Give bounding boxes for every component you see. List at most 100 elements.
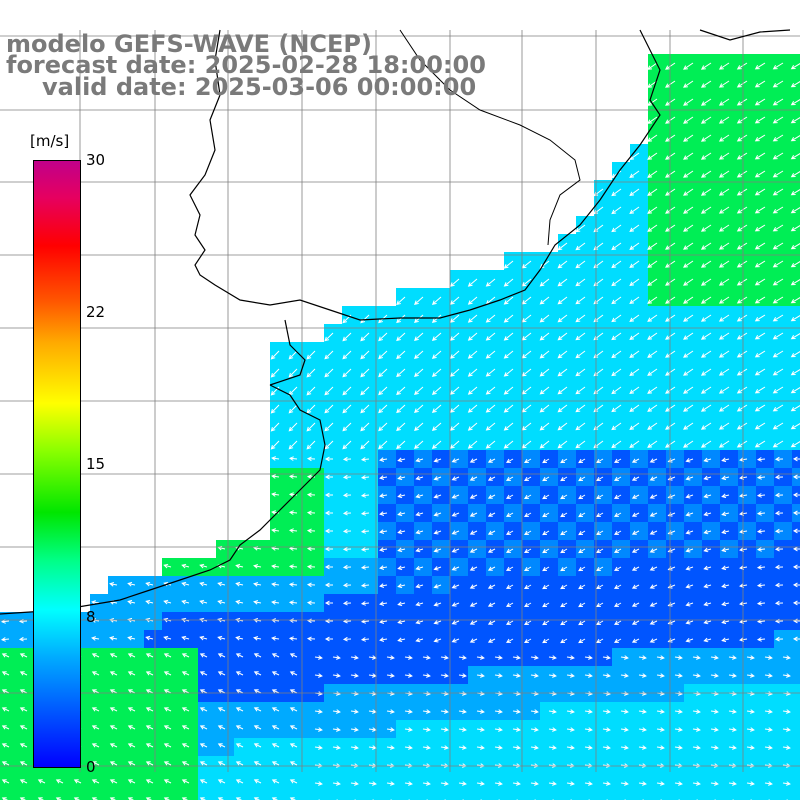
wind-speed-cell bbox=[126, 648, 145, 667]
wind-arrow bbox=[756, 547, 766, 552]
wind-speed-cell bbox=[738, 162, 757, 181]
wind-arrow bbox=[253, 636, 262, 641]
wind-speed-cell bbox=[378, 324, 397, 343]
wind-speed-cell bbox=[576, 522, 595, 541]
wind-arrow bbox=[703, 583, 712, 589]
wind-arrow bbox=[449, 278, 460, 287]
wind-speed-cell bbox=[792, 324, 800, 343]
wind-arrow bbox=[685, 565, 694, 571]
wind-arrow bbox=[595, 494, 604, 500]
wind-speed-cell bbox=[270, 738, 289, 757]
wind-arrow bbox=[629, 152, 640, 161]
wind-speed-cell bbox=[576, 540, 595, 559]
wind-arrow bbox=[611, 314, 622, 323]
wind-arrow bbox=[575, 242, 586, 251]
wind-speed-cell bbox=[576, 450, 595, 469]
wind-speed-cell bbox=[450, 306, 469, 325]
wind-speed-cell bbox=[684, 576, 703, 595]
wind-arrow bbox=[685, 547, 694, 553]
wind-arrow bbox=[163, 725, 172, 730]
wind-arrow bbox=[614, 602, 622, 607]
wind-arrow bbox=[790, 423, 800, 430]
wind-speed-cell bbox=[450, 486, 469, 505]
colorbar bbox=[33, 160, 81, 768]
wind-speed-cell bbox=[450, 324, 469, 343]
wind-speed-cell bbox=[612, 234, 631, 253]
wind-arrow bbox=[774, 582, 784, 588]
wind-arrow bbox=[685, 475, 694, 481]
wind-arrow bbox=[700, 98, 712, 106]
wind-arrow bbox=[1, 743, 10, 748]
wind-speed-cell bbox=[270, 450, 289, 469]
wind-arrow bbox=[629, 386, 640, 395]
wind-arrow bbox=[560, 458, 568, 464]
wind-speed-cell bbox=[270, 648, 289, 667]
wind-speed-cell bbox=[594, 216, 613, 235]
wind-arrow bbox=[324, 582, 333, 588]
wind-arrow bbox=[629, 242, 640, 251]
wind-speed-cell bbox=[378, 432, 397, 451]
wind-arrow bbox=[506, 584, 514, 589]
wind-arrow bbox=[683, 368, 694, 376]
wind-arrow bbox=[575, 350, 586, 359]
wind-speed-cell bbox=[414, 378, 433, 397]
wind-speed-cell bbox=[414, 342, 433, 361]
wind-arrow bbox=[342, 368, 352, 378]
wind-arrow bbox=[683, 170, 694, 178]
wind-speed-cell bbox=[540, 792, 559, 800]
wind-arrow bbox=[451, 620, 460, 625]
wind-arrow bbox=[703, 493, 712, 499]
wind-speed-cell bbox=[684, 378, 703, 397]
wind-arrow bbox=[512, 673, 521, 678]
wind-arrow bbox=[145, 725, 154, 730]
wind-speed-cell bbox=[450, 504, 469, 523]
wind-speed-cell bbox=[432, 576, 451, 595]
wind-arrow bbox=[306, 492, 316, 498]
wind-arrow bbox=[772, 368, 784, 376]
wind-speed-cell bbox=[180, 756, 199, 775]
wind-arrow bbox=[683, 332, 694, 340]
wind-arrow bbox=[721, 457, 730, 463]
wind-speed-cell bbox=[144, 756, 163, 775]
wind-speed-cell bbox=[792, 360, 800, 379]
wind-speed-cell bbox=[504, 540, 523, 559]
wind-arrow bbox=[560, 512, 568, 518]
wind-arrow bbox=[721, 637, 730, 643]
wind-arrow bbox=[790, 99, 800, 106]
wind-arrow bbox=[433, 494, 442, 499]
wind-arrow bbox=[145, 635, 154, 641]
wind-speed-cell bbox=[126, 666, 145, 685]
wind-speed-cell bbox=[666, 576, 685, 595]
wind-arrow bbox=[631, 530, 640, 535]
wind-arrow bbox=[324, 404, 334, 414]
wind-speed-cell bbox=[612, 594, 631, 613]
wind-speed-cell bbox=[252, 576, 271, 595]
wind-arrow bbox=[433, 602, 442, 607]
wind-speed-cell bbox=[792, 90, 800, 109]
wind-speed-cell bbox=[198, 594, 217, 613]
wind-speed-cell bbox=[594, 198, 613, 217]
wind-arrow bbox=[595, 620, 604, 626]
wind-arrow bbox=[665, 134, 676, 142]
wind-arrow bbox=[718, 206, 730, 214]
wind-arrow bbox=[683, 404, 694, 412]
wind-arrow bbox=[324, 564, 333, 570]
wind-speed-cell bbox=[198, 576, 217, 595]
wind-speed-cell bbox=[648, 324, 667, 343]
wind-speed-cell bbox=[126, 612, 145, 631]
wind-speed-cell bbox=[720, 540, 739, 559]
wind-speed-cell bbox=[162, 702, 181, 721]
wind-arrow bbox=[253, 761, 262, 766]
wind-arrow bbox=[602, 709, 611, 714]
wind-speed-cell bbox=[0, 720, 19, 739]
wind-arrow bbox=[521, 314, 532, 323]
wind-speed-cell bbox=[594, 414, 613, 433]
wind-arrow bbox=[289, 653, 298, 658]
wind-speed-cell bbox=[378, 630, 397, 649]
wind-arrow bbox=[306, 368, 316, 378]
wind-speed-cell bbox=[756, 558, 775, 577]
wind-speed-cell bbox=[90, 720, 109, 739]
wind-arrow bbox=[288, 582, 298, 587]
wind-arrow bbox=[91, 671, 100, 676]
wind-arrow bbox=[324, 474, 333, 480]
